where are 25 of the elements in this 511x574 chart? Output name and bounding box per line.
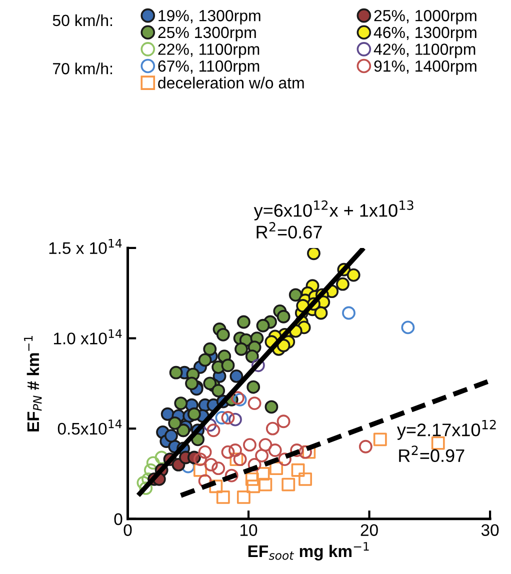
legend-label: 91%, 1400rpm bbox=[374, 60, 476, 75]
y-tick-label: 1.5 x 10$^{14}$ bbox=[49, 239, 122, 254]
text: R$^{2}$=0.67 bbox=[256, 222, 322, 239]
legend-label: 25% 1300rpm bbox=[158, 26, 256, 42]
legend-label: 19%, 1300rpm bbox=[158, 10, 260, 24]
legend-label: 22%, 1100rpm bbox=[158, 44, 260, 58]
x-axis-title: EF$_{soot}$ mg km$^{−1}$ bbox=[248, 542, 369, 560]
legend-label: 67%, 1100rpm bbox=[158, 60, 260, 75]
y-tick-label: 0.5x10$^{14}$ bbox=[58, 420, 122, 435]
legend-label: 46%, 1300rpm bbox=[374, 26, 476, 42]
legend-label: 25%, 1000rpm bbox=[374, 10, 476, 24]
legend-label: deceleration w/o atm bbox=[158, 76, 304, 89]
y-tick-label: 0 bbox=[114, 513, 122, 526]
y-axis-title: EF$_{PN}$ # km$^{−1}$ bbox=[24, 336, 42, 432]
y-tick-label: 1.0 x10$^{14}$ bbox=[54, 329, 122, 344]
x-tick-label: 10 bbox=[240, 524, 258, 536]
text: y=6x10$^{12}$x + 1x10$^{13}$ bbox=[254, 200, 414, 220]
x-tick-label: 30 bbox=[481, 524, 499, 536]
text: 50 km/h: bbox=[52, 14, 112, 26]
x-tick-label: 0 bbox=[124, 524, 132, 536]
x-tick-label: 20 bbox=[360, 524, 378, 536]
text: 70 km/h: bbox=[53, 62, 112, 74]
annotation: y=2.17x10$^{12}$ bbox=[396, 420, 496, 440]
annotation: R$^{2}$=0.97 bbox=[399, 446, 464, 462]
legend-label: 42%, 1100rpm bbox=[374, 44, 476, 58]
